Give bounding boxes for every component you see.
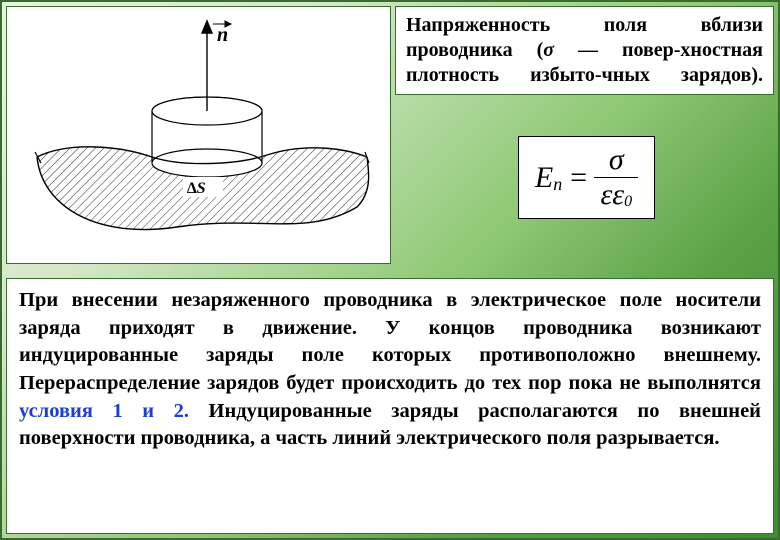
formula-box: En = σ εε0 (518, 136, 655, 219)
formula-sub-n: n (553, 174, 562, 195)
body-part1: При внесении незаряженного проводника в … (19, 289, 761, 394)
delta-var: S (197, 180, 206, 197)
top-row: n ∆S Напряженность поля вблизи проводник… (2, 2, 778, 260)
svg-text:∆S: ∆S (187, 180, 206, 197)
formula-equals: = (568, 161, 588, 195)
formula-lhs: En (535, 161, 562, 195)
delta-s-label: ∆S (183, 177, 223, 197)
title-box: Напряженность поля вблизи проводника (σ … (395, 6, 774, 95)
slide-root: n ∆S Напряженность поля вблизи проводник… (0, 0, 780, 540)
formula-eps1: ε (600, 180, 612, 210)
formula-denominator: εε0 (594, 177, 638, 210)
figure-panel: n ∆S (6, 6, 391, 264)
formula-area: En = σ εε0 (395, 95, 778, 260)
formula-fraction: σ εε0 (594, 145, 638, 210)
formula-sub-0: 0 (624, 194, 632, 210)
formula-eps2: ε (612, 180, 624, 210)
formula-numerator: σ (603, 145, 630, 177)
body-link: условия 1 и 2. (19, 400, 189, 422)
delta-symbol: ∆ (187, 180, 197, 197)
vector-label: n (217, 24, 228, 46)
title-text: Напряженность поля вблизи проводника (σ … (406, 14, 763, 86)
formula-var-E: E (535, 161, 553, 195)
right-column: Напряженность поля вблизи проводника (σ … (395, 2, 778, 260)
physics-diagram: n ∆S (7, 7, 392, 265)
body-text-box: При внесении незаряженного проводника в … (6, 278, 774, 534)
